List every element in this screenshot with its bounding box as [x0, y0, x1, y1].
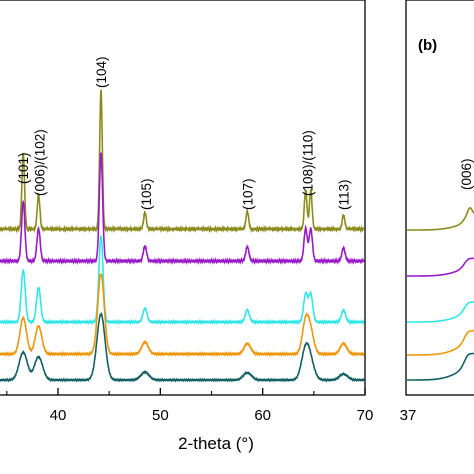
x-tick-label: 50 — [152, 407, 169, 424]
panel-b-label: (b) — [418, 37, 437, 54]
peak-label: (006) — [459, 158, 474, 190]
xrd-series-line — [0, 234, 365, 326]
panel-b-peak-labels: (006) — [459, 158, 474, 190]
xrd-series-line — [0, 312, 365, 383]
peak-label: (006)/(102) — [33, 129, 48, 196]
x-axis-title: 2-theta (°) — [178, 434, 254, 453]
panel-b-series-line — [407, 329, 474, 356]
x-tick-label: 70 — [357, 407, 374, 424]
peak-label: (113) — [337, 179, 352, 210]
peak-label: (105) — [139, 178, 154, 210]
x-tick-label: 60 — [254, 407, 271, 424]
xrd-series-line — [0, 89, 365, 234]
xrd-series-line — [0, 152, 365, 266]
peak-label: (107) — [240, 178, 255, 210]
panel-a-frame — [0, 0, 366, 396]
peak-label: (104) — [94, 56, 109, 88]
panel-b-curves — [407, 206, 474, 381]
x-tick-label: 40 — [50, 407, 67, 424]
panel-a-peak-labels: (101) (006)/(102) (104) (105) (107) (108)/(11… — [16, 56, 351, 210]
panel-a-x-ticks: 40 50 60 70 — [6, 388, 374, 424]
peak-label: (108)/(110) — [301, 130, 316, 196]
panel-b-series-line — [407, 352, 474, 381]
panel-b: (b) 37 (006) — [400, 0, 474, 424]
panel-b-x-ticks: 37 — [400, 407, 417, 424]
panel-a: 40 50 60 70 (101) (006)/(102) (104) (105) (107)… — [0, 0, 373, 453]
panel-b-series-line — [407, 301, 474, 323]
panel-b-series-line — [407, 206, 474, 231]
peak-label: (101) — [16, 152, 31, 184]
panel-a-curves — [0, 89, 365, 383]
panel-b-series-line — [407, 257, 474, 277]
panel-b-frame — [405, 0, 474, 396]
xrd-series-line — [0, 273, 365, 358]
x-tick-label: 37 — [400, 407, 417, 424]
